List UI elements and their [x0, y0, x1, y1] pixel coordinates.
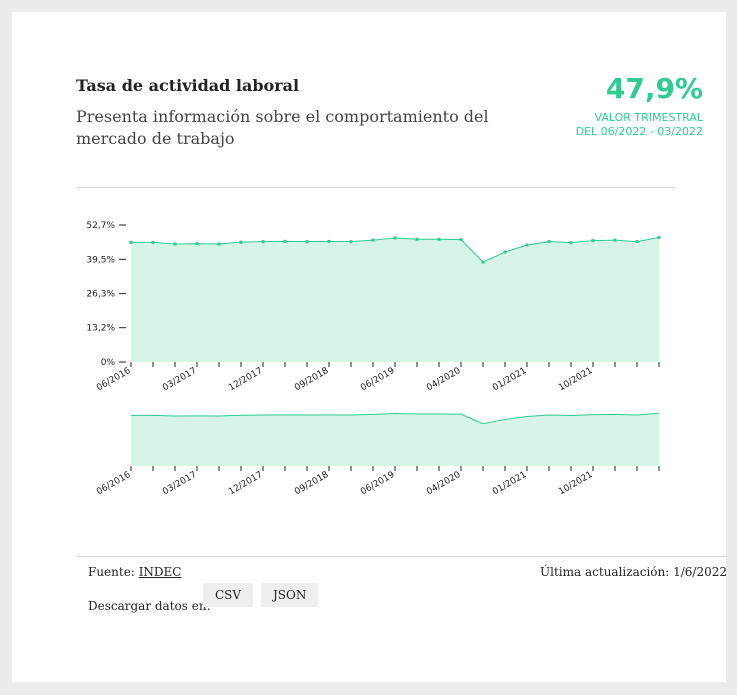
- data-point: [437, 237, 441, 241]
- data-point: [173, 242, 177, 246]
- data-point: [503, 250, 507, 254]
- area-fill: [131, 237, 659, 362]
- kpi-label: VALOR TRIMESTRAL DEL 06/2022 - 03/2022: [576, 111, 703, 139]
- data-point: [217, 242, 221, 246]
- data-point: [481, 260, 485, 264]
- y-tick-label: 39,5%: [86, 255, 115, 265]
- x-tick-label: 03/2017: [161, 366, 198, 393]
- data-point: [151, 240, 155, 244]
- series-line: [131, 412, 660, 425]
- data-point: [129, 240, 133, 244]
- data-point: [635, 240, 639, 244]
- data-point: [283, 239, 287, 243]
- chart-title: Tasa de actividad laboral: [76, 76, 300, 95]
- download-label: Descargar datos en:: [88, 599, 211, 613]
- footer-divider: [76, 556, 727, 557]
- data-point: [525, 243, 529, 247]
- data-point: [195, 242, 199, 246]
- data-point: [459, 238, 463, 242]
- json-download-button[interactable]: JSON: [261, 583, 319, 607]
- source-link[interactable]: INDEC: [138, 565, 182, 579]
- x-tick-label: 12/2017: [227, 470, 264, 497]
- x-tick-label: 09/2018: [293, 366, 331, 393]
- data-point: [569, 241, 573, 245]
- y-tick-label: 0%: [101, 358, 116, 368]
- x-tick-label: 06/2016: [95, 470, 133, 497]
- y-tick-label: 26,3%: [86, 290, 115, 300]
- header-divider: [76, 187, 676, 188]
- last-updated: Última actualización: 1/6/2022: [540, 565, 727, 579]
- data-point: [239, 240, 243, 244]
- x-tick-label: 06/2019: [359, 470, 397, 497]
- data-point: [547, 240, 551, 244]
- data-point: [305, 240, 309, 244]
- kpi-value: 47,9%: [605, 72, 703, 105]
- x-tick-label: 09/2018: [293, 470, 331, 497]
- data-point: [415, 237, 419, 241]
- chart-subtitle: Presenta información sobre el comportami…: [76, 107, 489, 148]
- x-tick-label: 06/2016: [95, 366, 133, 393]
- x-tick-label: 10/2021: [557, 366, 594, 393]
- x-tick-label: 03/2017: [161, 470, 198, 497]
- x-tick-label: 04/2020: [425, 470, 463, 497]
- data-point: [261, 240, 265, 244]
- x-tick-label: 04/2020: [425, 366, 463, 393]
- data-point: [657, 235, 661, 239]
- data-point: [349, 240, 353, 244]
- data-point: [327, 239, 331, 243]
- area-fill: [131, 413, 659, 466]
- data-point: [393, 236, 397, 240]
- main-area-chart[interactable]: 52,7%39,5%26,3%13,2%0%06/2016 03/2017 12/2…: [0, 200, 737, 600]
- y-tick-label: 52,7%: [86, 221, 115, 231]
- x-tick-label: 01/2021: [491, 470, 528, 497]
- data-point: [371, 238, 375, 242]
- data-point: [613, 238, 617, 242]
- x-tick-label: 06/2019: [359, 366, 397, 393]
- x-tick-label: 01/2021: [491, 366, 528, 393]
- kpi-label-line1: VALOR TRIMESTRAL: [594, 111, 703, 124]
- x-tick-label: 12/2017: [227, 366, 264, 393]
- y-tick-label: 13,2%: [86, 324, 115, 334]
- overview-area-chart[interactable]: 06/2016 03/2017 12/2017 09/2018 06/2019 04/20…: [0, 400, 737, 510]
- kpi-label-line2: DEL 06/2022 - 03/2022: [575, 125, 703, 138]
- source-label: Fuente:: [88, 565, 135, 579]
- csv-download-button[interactable]: CSV: [203, 583, 254, 607]
- data-point: [591, 239, 595, 243]
- source-line: Fuente: INDEC: [88, 565, 182, 579]
- x-tick-label: 10/2021: [557, 470, 594, 497]
